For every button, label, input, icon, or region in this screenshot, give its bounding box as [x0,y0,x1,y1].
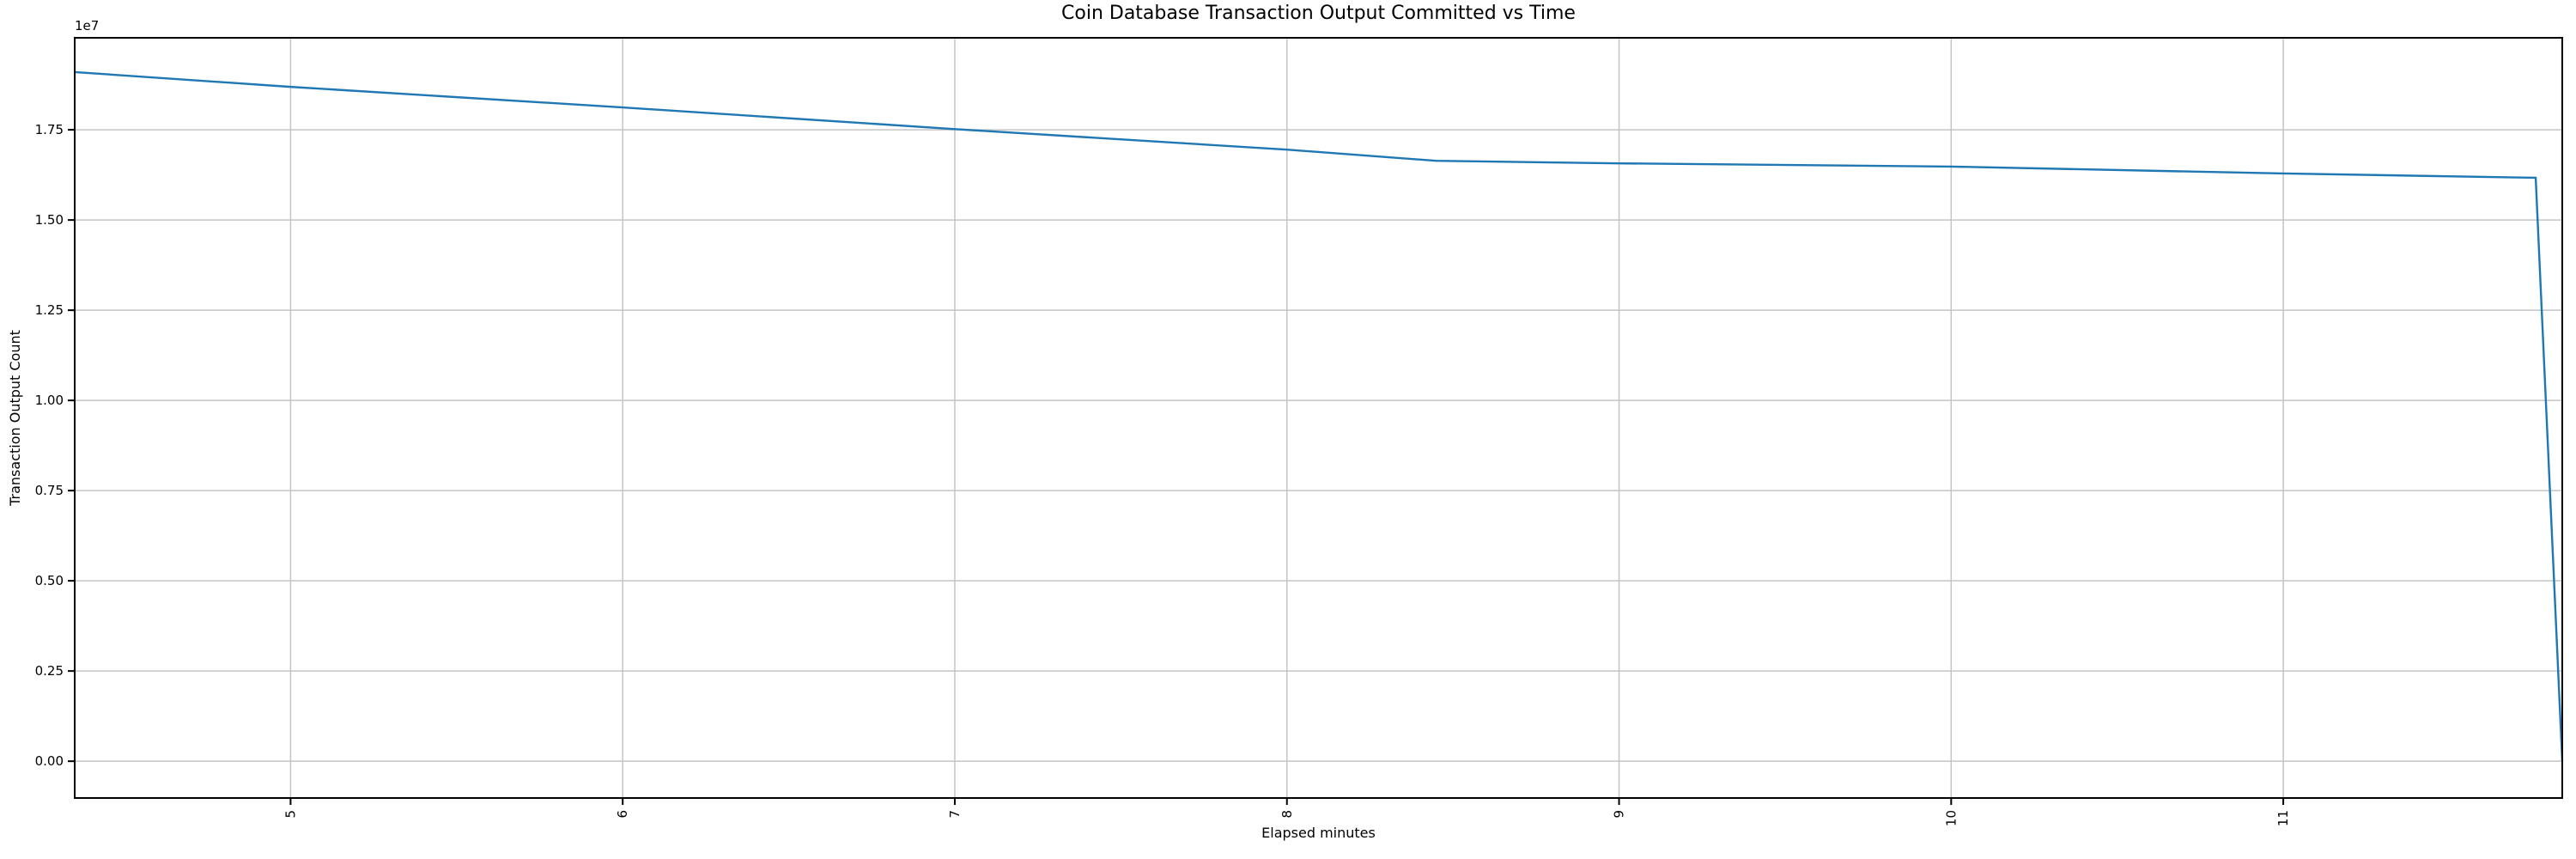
chart-title: Coin Database Transaction Output Committ… [1061,3,1576,24]
gridlines [75,38,2562,798]
x-tick-label: 10 [1943,810,1959,826]
y-tick-label: 0.25 [35,663,64,679]
y-tick-label: 1.00 [35,393,64,408]
y-tick-label: 1.75 [35,122,64,137]
x-tick-label: 7 [947,810,963,819]
x-axis-label: Elapsed minutes [1261,825,1376,841]
ticks: 0.00 0.25 0.50 0.75 1.00 1.25 1.50 1.75 5 6 7 8 9 10 1… [35,122,2292,826]
axes-border [74,37,2563,799]
data-line [74,70,2564,762]
y-axis-label: Transaction Output Count [7,330,23,507]
plot-area: 0.00 0.25 0.50 0.75 1.00 1.25 1.50 1.75 5 6 7 8 9 10 1… [7,18,2564,826]
y-offset-label: 1e7 [75,18,99,34]
plot-svg: 0.00 0.25 0.50 0.75 1.00 1.25 1.50 1.75 5 6 7 8 9 10 1… [7,18,2564,826]
x-tick-label: 8 [1279,810,1295,819]
y-tick-label: 0.75 [35,483,64,498]
x-tick-label: 11 [2275,810,2291,826]
x-tick-label: 9 [1612,810,1627,819]
y-tick-label: 1.50 [35,212,64,228]
y-tick-label: 0.50 [35,573,64,588]
y-tick-label: 1.25 [35,302,64,318]
x-tick-label: 6 [615,810,630,819]
y-tick-label: 0.00 [35,753,64,769]
x-tick-label: 5 [283,810,298,819]
